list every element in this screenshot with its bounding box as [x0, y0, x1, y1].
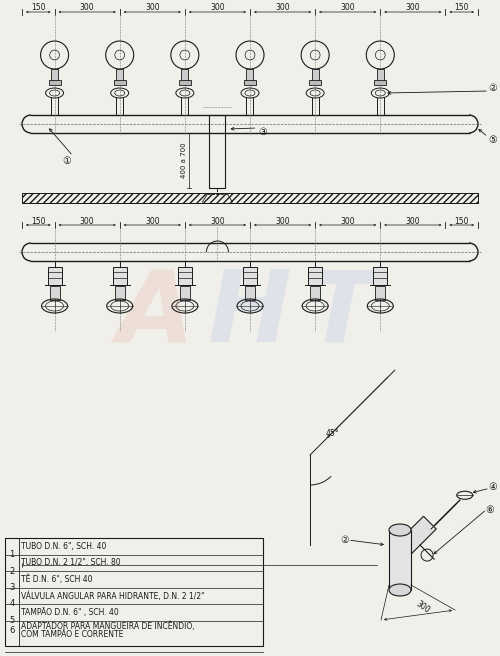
Text: VÁLVULA ANGULAR PARA HIDRANTE, D.N. 2 1/2": VÁLVULA ANGULAR PARA HIDRANTE, D.N. 2 1/…: [21, 591, 204, 600]
Text: ⑤: ⑤: [488, 135, 498, 145]
Text: 300: 300: [406, 216, 420, 226]
Bar: [116, 69, 123, 81]
Bar: [377, 69, 384, 81]
Text: T: T: [306, 266, 374, 363]
Text: 300: 300: [340, 3, 355, 12]
Text: ②: ②: [340, 535, 349, 545]
Bar: [243, 267, 257, 285]
Bar: [245, 286, 255, 300]
Text: 300: 300: [145, 3, 160, 12]
Text: 300: 300: [414, 599, 432, 615]
Bar: [51, 69, 58, 81]
Text: 400 a 700: 400 a 700: [182, 143, 188, 178]
Text: 300: 300: [80, 216, 94, 226]
Bar: [179, 80, 191, 85]
Bar: [244, 80, 256, 85]
Text: 2: 2: [10, 567, 14, 575]
Text: 300: 300: [276, 3, 290, 12]
Text: TUBO D.N. 6", SCH. 40: TUBO D.N. 6", SCH. 40: [21, 542, 106, 551]
Bar: [374, 80, 386, 85]
Bar: [308, 267, 322, 285]
Text: ⑥: ⑥: [486, 505, 494, 515]
Bar: [376, 286, 386, 300]
Text: ④: ④: [488, 482, 497, 492]
Text: ADAPTADOR PARA MANGUEIRA DE INCÊNDIO,: ADAPTADOR PARA MANGUEIRA DE INCÊNDIO,: [21, 622, 195, 631]
Bar: [399, 516, 436, 554]
Bar: [309, 80, 321, 85]
Text: 150: 150: [454, 3, 469, 12]
Text: TÊ D.N. 6", SCH 40: TÊ D.N. 6", SCH 40: [21, 575, 92, 584]
Bar: [48, 80, 60, 85]
Bar: [210, 115, 226, 188]
Text: 300: 300: [80, 3, 94, 12]
Text: 300: 300: [210, 3, 224, 12]
Text: A: A: [116, 266, 194, 363]
Text: 150: 150: [31, 216, 46, 226]
Bar: [114, 286, 124, 300]
Ellipse shape: [389, 584, 411, 596]
Bar: [374, 267, 388, 285]
Text: 300: 300: [276, 216, 290, 226]
Text: 300: 300: [406, 3, 420, 12]
Text: 45°: 45°: [325, 428, 339, 438]
Bar: [389, 530, 411, 590]
Text: 6: 6: [10, 626, 14, 635]
Bar: [112, 267, 126, 285]
Text: ①: ①: [62, 156, 72, 166]
Bar: [178, 267, 192, 285]
Bar: [22, 193, 478, 203]
Text: TAMPÃO D.N. 6" , SCH. 40: TAMPÃO D.N. 6" , SCH. 40: [21, 607, 119, 617]
Text: 150: 150: [454, 216, 469, 226]
Ellipse shape: [389, 524, 411, 536]
Text: ③: ③: [258, 127, 267, 137]
Text: 300: 300: [145, 216, 160, 226]
Bar: [182, 69, 188, 81]
Bar: [246, 69, 254, 81]
Text: 5: 5: [10, 616, 14, 625]
Bar: [114, 80, 126, 85]
Text: 150: 150: [31, 3, 46, 12]
Text: TUBO D.N. 2 1/2", SCH. 80: TUBO D.N. 2 1/2", SCH. 80: [21, 558, 120, 567]
Text: COM TAMPÃO E CORRENTE: COM TAMPÃO E CORRENTE: [21, 630, 124, 639]
Bar: [5, 538, 263, 646]
Text: 1: 1: [10, 550, 14, 559]
Bar: [310, 286, 320, 300]
Bar: [312, 69, 318, 81]
Text: 3: 3: [10, 583, 14, 592]
Bar: [22, 193, 478, 203]
Text: H: H: [208, 266, 292, 363]
Text: 300: 300: [210, 216, 224, 226]
Text: 4: 4: [10, 600, 14, 609]
Bar: [50, 286, 59, 300]
Bar: [48, 267, 62, 285]
Text: ②: ②: [488, 83, 498, 93]
Text: 300: 300: [340, 216, 355, 226]
Bar: [180, 286, 190, 300]
